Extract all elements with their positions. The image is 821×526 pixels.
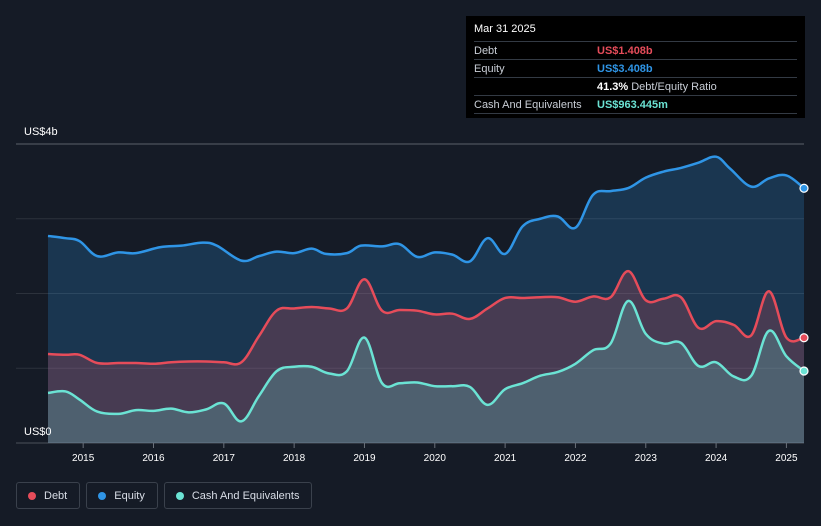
x-tick-label: 2019 (353, 453, 376, 464)
tooltip-row-cash: Cash And Equivalents US$963.445m (474, 95, 797, 114)
chart-legend: Debt Equity Cash And Equivalents (16, 482, 313, 509)
debt-dot-icon (28, 491, 36, 500)
y-axis-bottom-label: US$0 (24, 426, 52, 438)
tooltip-cash-value: US$963.445m (597, 98, 668, 111)
tooltip-ratio-note: Debt/Equity Ratio (631, 80, 717, 93)
tooltip-row-equity: Equity US$3.408b (474, 59, 797, 77)
tooltip-panel: Mar 31 2025 Debt US$1.408b Equity US$3.4… (466, 16, 805, 118)
legend-item-debt[interactable]: Debt (16, 482, 81, 509)
equity-line (47, 155, 805, 264)
tooltip-equity-value: US$3.408b (597, 62, 653, 75)
series-areas (48, 156, 804, 443)
equity-area (48, 156, 804, 443)
legend-label-cash: Cash And Equivalents (191, 489, 300, 502)
x-axis-ticks: 2015 2016 2017 2018 2019 2020 2021 2022 2023 2024… (72, 443, 798, 464)
legend-label-debt: Debt (44, 489, 68, 502)
cash-dot-icon (175, 491, 184, 500)
x-tick-label: 2024 (705, 453, 728, 464)
y-axis-top-label: US$4b (24, 126, 58, 138)
tooltip-debt-value: US$1.408b (597, 44, 653, 57)
x-tick-label: 2017 (213, 453, 236, 464)
legend-label-equity: Equity (114, 489, 145, 502)
x-tick-label: 2018 (283, 453, 306, 464)
debt-area (48, 271, 804, 443)
gridlines (16, 143, 804, 444)
legend-item-equity[interactable]: Equity (86, 482, 158, 509)
cash-and-equivalents-line (47, 299, 805, 423)
x-tick-label: 2021 (494, 453, 517, 464)
tooltip-equity-label: Equity (474, 62, 505, 75)
x-tick-label: 2020 (424, 453, 447, 464)
debt-end-marker (799, 333, 809, 343)
tooltip-cash-label: Cash And Equivalents (474, 98, 582, 111)
tooltip-row-ratio: 41.3% Debt/Equity Ratio (474, 77, 797, 95)
tooltip-ratio-value: 41.3% (597, 80, 629, 93)
x-tick-label: 2022 (564, 453, 587, 464)
tooltip-debt-label: Debt (474, 44, 498, 57)
equity-end-marker (799, 183, 809, 193)
cash-and-equivalents-end-marker (799, 366, 809, 376)
tooltip-date: Mar 31 2025 (474, 23, 536, 35)
x-tick-label: 2015 (72, 453, 95, 464)
x-tick-label: 2016 (142, 453, 165, 464)
end-markers (799, 183, 809, 376)
equity-dot-icon (98, 491, 107, 500)
x-tick-label: 2025 (775, 453, 798, 464)
x-tick-label: 2023 (635, 453, 658, 464)
series-lines (47, 155, 805, 423)
tooltip-row-debt: Debt US$1.408b (474, 41, 797, 59)
legend-item-cash[interactable]: Cash And Equivalents (163, 482, 313, 509)
debt-line (47, 269, 805, 366)
